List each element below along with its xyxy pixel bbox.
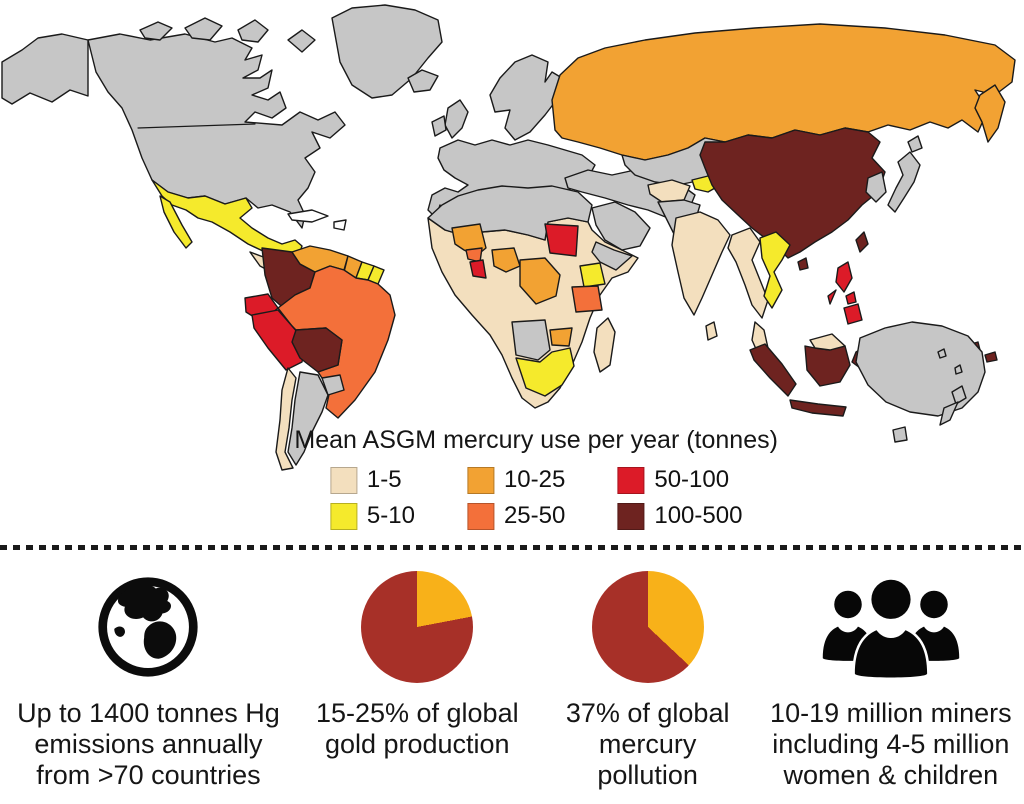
peninsula-kamchatka <box>974 84 1006 143</box>
country-nigeria <box>491 247 521 273</box>
stat-caption-emissions: Up to 1400 tonnes Hg emissions annually … <box>17 698 280 790</box>
country-cuba <box>287 209 329 223</box>
legend-label: 100-500 <box>654 502 743 529</box>
legend-item-1-5: 1-5 <box>329 466 415 494</box>
legend-swatch-10-25 <box>466 466 494 494</box>
pie-chart-gold-production <box>361 571 474 683</box>
country-philippines <box>827 261 863 325</box>
legend-label: 5-10 <box>366 502 415 529</box>
legend-swatch-5-10 <box>329 502 357 530</box>
country-somalia <box>591 241 633 271</box>
stat-mercury-pollution: 37% of global mercury pollution <box>538 566 758 790</box>
country-india <box>671 211 731 316</box>
stat-caption-miners: 10-19 million miners including 4-5 milli… <box>770 698 1012 790</box>
region-vietnam-laos <box>759 231 791 309</box>
legend-label: 1-5 <box>366 466 402 493</box>
island-hainan <box>797 257 809 271</box>
country-tanzania <box>571 285 603 313</box>
legend-item-25-50: 25-50 <box>466 502 566 530</box>
legend-grid: 1-5 5-10 10-25 25-50 50-100 <box>329 466 742 530</box>
region-arabia <box>591 201 651 251</box>
legend-item-100-500: 100-500 <box>617 502 742 530</box>
miners-icon-box <box>805 566 977 688</box>
stat-caption-mercury: 37% of global mercury pollution <box>565 698 730 790</box>
legend-item-50-100: 50-100 <box>617 466 742 494</box>
legend-swatch-50-100 <box>617 466 645 494</box>
country-mexico <box>151 179 303 259</box>
country-australia <box>855 321 986 417</box>
country-sudan <box>544 223 579 257</box>
legend-item-5-10: 5-10 <box>329 502 415 530</box>
legend-item-10-25: 10-25 <box>466 466 566 494</box>
island-sumatra <box>749 343 797 397</box>
island-borneo <box>804 345 851 387</box>
country-new-zealand-north <box>951 385 967 405</box>
country-south-africa <box>515 347 575 397</box>
stat-miners: 10-19 million miners including 4-5 milli… <box>758 566 1024 790</box>
country-sri-lanka <box>705 321 718 341</box>
globe-icon <box>98 577 199 677</box>
legend-swatch-25-50 <box>466 502 494 530</box>
island-hispaniola <box>333 219 347 231</box>
arctic-island <box>184 17 223 41</box>
country-new-zealand-south <box>939 401 959 426</box>
region-namibia-botswana <box>511 319 551 361</box>
globe-icon-box <box>95 566 201 688</box>
arctic-island <box>139 21 173 41</box>
legend-swatch-1-5 <box>329 466 357 494</box>
island-hokkaido <box>907 135 923 153</box>
legend-label: 50-100 <box>654 466 730 493</box>
region-myanmar-thailand <box>727 227 769 319</box>
island-solomon <box>984 351 998 363</box>
pie-chart-mercury-pollution <box>591 571 704 683</box>
legend-title: Mean ASGM mercury use per year (tonnes) <box>294 426 778 454</box>
stat-emissions: Up to 1400 tonnes Hg emissions annually … <box>0 566 297 790</box>
country-alaska <box>1 33 89 105</box>
mercury-pie-box <box>591 566 704 688</box>
island-java <box>789 399 847 417</box>
region-malaysian-borneo <box>809 333 846 351</box>
country-zimbabwe <box>549 327 573 347</box>
country-kenya <box>579 262 606 288</box>
arctic-island <box>287 29 316 53</box>
region-korea <box>865 171 887 203</box>
legend-label: 10-25 <box>503 466 566 493</box>
stat-gold-production: 15-25% of global gold production <box>297 566 538 760</box>
people-group-icon <box>822 577 960 681</box>
island-fiji <box>954 364 963 375</box>
country-canada-usa <box>87 33 346 229</box>
gold-pie-box <box>361 566 474 688</box>
country-iceland <box>407 69 439 93</box>
dotted-divider <box>0 545 1024 550</box>
country-paraguay <box>321 374 345 396</box>
island-tasmania <box>892 426 908 443</box>
country-argentina <box>287 371 329 466</box>
country-japan <box>887 151 921 213</box>
world-choropleth-map <box>1 4 1016 471</box>
legend-swatch-100-500 <box>617 502 645 530</box>
country-ghana <box>469 259 487 279</box>
peninsula-baja <box>159 195 193 249</box>
us-canada-border <box>137 123 256 129</box>
island-vanuatu <box>937 348 947 359</box>
arctic-island <box>237 19 269 43</box>
country-taiwan <box>855 231 869 253</box>
country-bolivia <box>291 327 343 373</box>
world-map-area: Mean ASGM mercury use per year (tonnes) … <box>1 4 1016 530</box>
region-china-mongolia <box>699 127 886 259</box>
stat-caption-gold: 15-25% of global gold production <box>315 698 519 759</box>
map-legend: Mean ASGM mercury use per year (tonnes) … <box>294 426 778 530</box>
country-madagascar <box>593 317 616 373</box>
stats-row: Up to 1400 tonnes Hg emissions annually … <box>0 550 1024 790</box>
country-chile <box>275 367 297 471</box>
legend-label: 25-50 <box>503 502 566 529</box>
country-ireland <box>431 115 447 137</box>
country-dr-congo <box>519 257 561 305</box>
country-uk <box>444 99 469 139</box>
region-scandinavia <box>489 54 563 141</box>
country-peru <box>251 309 307 371</box>
